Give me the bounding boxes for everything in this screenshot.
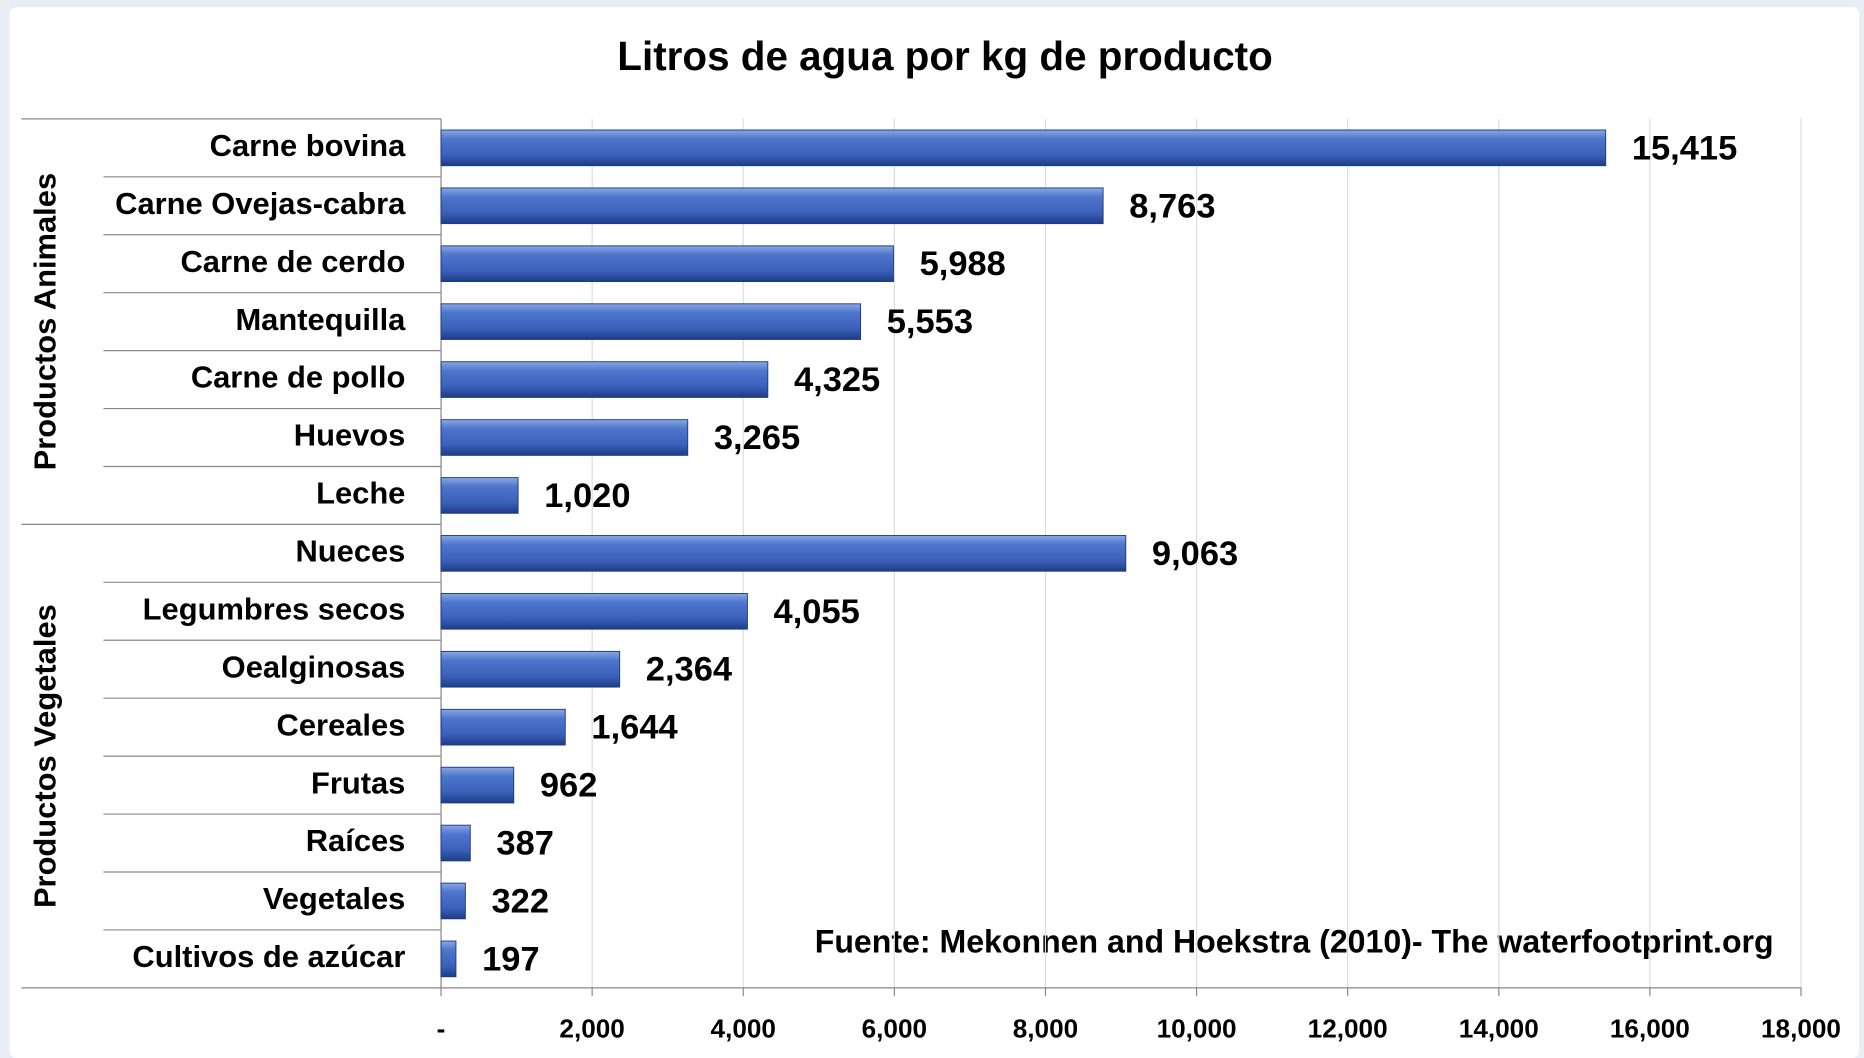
value-label: 5,553 — [887, 303, 973, 341]
value-label: 2,364 — [646, 651, 732, 689]
y-tick-label: Raíces — [306, 823, 406, 858]
y-tick-label: Carne Ovejas-cabra — [115, 186, 406, 221]
y-tick-label: Leche — [316, 476, 405, 511]
y-tick-label: Carne bovina — [210, 128, 407, 163]
value-label: 1,020 — [544, 477, 630, 515]
value-label: 4,325 — [794, 361, 880, 399]
bar — [440, 477, 519, 514]
value-label: 1,644 — [591, 709, 677, 747]
y-tick-label: Carne de pollo — [191, 360, 406, 395]
x-tick-label: 16,000 — [1610, 1014, 1690, 1044]
x-tick-label: 4,000 — [711, 1014, 776, 1044]
bar — [440, 708, 566, 746]
bar — [440, 361, 769, 398]
bar — [440, 650, 621, 688]
bar — [440, 940, 457, 978]
value-label: 4,055 — [774, 593, 860, 631]
value-label: 322 — [492, 882, 550, 920]
value-label: 8,763 — [1129, 187, 1215, 225]
bar — [440, 245, 894, 283]
chart-title: Litros de agua por kg de producto — [617, 33, 1273, 79]
x-tick-label: 10,000 — [1157, 1014, 1237, 1044]
y-tick-label: Huevos — [294, 418, 406, 453]
x-tick-label: 14,000 — [1459, 1014, 1539, 1044]
y-tick-label: Oealginosas — [222, 649, 406, 684]
bar — [440, 592, 748, 630]
y-tick-label: Legumbres secos — [143, 591, 406, 626]
bar — [440, 129, 1607, 167]
y-tick-label: Cereales — [277, 707, 406, 742]
bar — [440, 766, 515, 804]
y-tick-label: Cultivos de azúcar — [132, 939, 405, 974]
bar — [440, 882, 466, 920]
bar — [440, 187, 1104, 225]
group-label: Productos Animales — [28, 173, 63, 471]
group-label: Productos Vegetales — [28, 604, 63, 908]
source-note: Fuente: Mekonnen and Hoekstra (2010)- Th… — [815, 923, 1774, 959]
value-label: 9,063 — [1152, 535, 1238, 573]
value-label: 962 — [540, 767, 598, 805]
value-label: 15,415 — [1632, 129, 1737, 167]
bar — [440, 824, 471, 862]
y-tick-label: Nueces — [295, 534, 405, 569]
bar — [440, 535, 1127, 572]
x-tick-label: - — [437, 1014, 446, 1044]
y-tick-label: Mantequilla — [235, 302, 406, 337]
x-tick-label: 6,000 — [862, 1014, 927, 1044]
bar — [440, 419, 689, 456]
bar — [440, 303, 862, 340]
x-tick-label: 2,000 — [559, 1014, 624, 1044]
y-tick-label: Frutas — [311, 765, 405, 800]
x-tick-label: 18,000 — [1761, 1014, 1841, 1044]
value-label: 387 — [496, 825, 554, 863]
value-label: 5,988 — [920, 245, 1006, 283]
x-tick-label: 12,000 — [1308, 1014, 1388, 1044]
value-label: 197 — [482, 940, 540, 978]
y-tick-label: Carne de cerdo — [180, 244, 405, 279]
x-tick-label: 8,000 — [1013, 1014, 1078, 1044]
value-label: 3,265 — [714, 419, 800, 457]
y-tick-label: Vegetales — [263, 881, 406, 916]
